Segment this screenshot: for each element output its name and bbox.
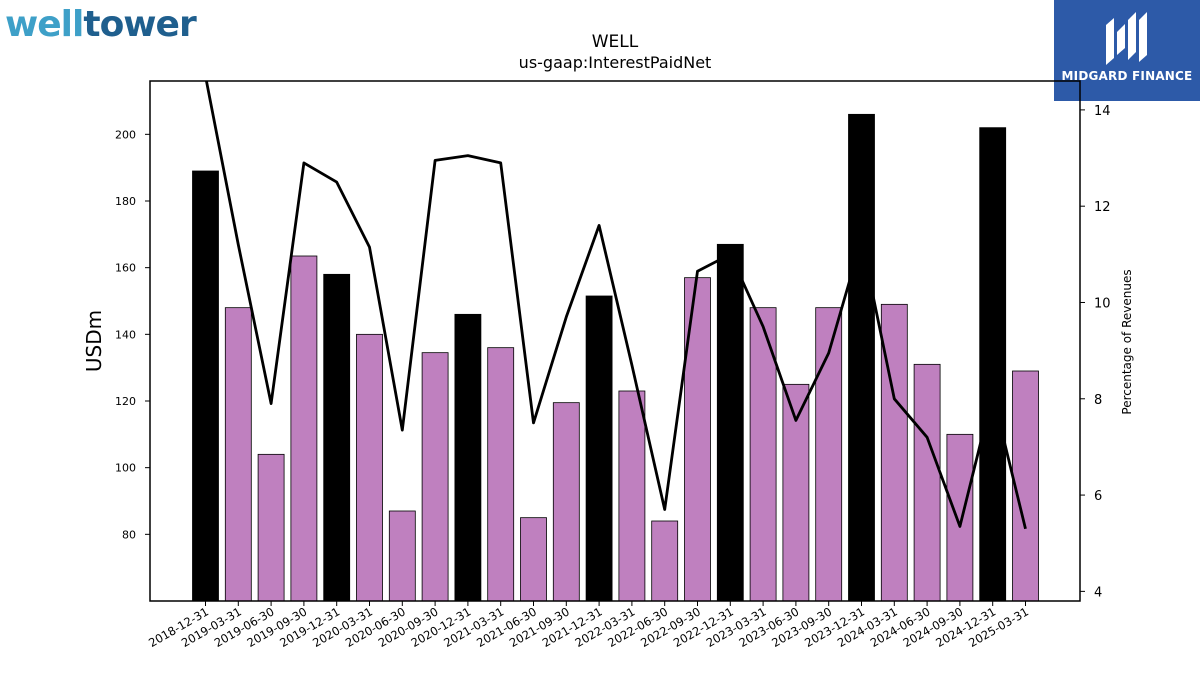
y-axis-label: USDm (82, 310, 106, 372)
bar (979, 127, 1007, 602)
bar (487, 347, 515, 602)
bar (224, 307, 252, 602)
bar (913, 363, 941, 602)
y2-tick-label: 4 (1094, 585, 1102, 600)
welltower-logo: welltower (5, 4, 197, 45)
y-tick-label: 120 (115, 395, 136, 408)
y2-tick-label: 8 (1094, 393, 1102, 408)
midgard-mark-icon (1106, 12, 1147, 65)
bar (454, 313, 482, 602)
bar (290, 255, 318, 602)
bar (421, 352, 449, 602)
y-tick-label: 100 (115, 462, 136, 475)
y-tick-label: 180 (115, 195, 136, 208)
bar (552, 402, 580, 602)
bar (946, 433, 974, 602)
bar (848, 113, 875, 602)
midgard-finance-text: MIDGARD FINANCE (1061, 69, 1193, 83)
midgard-finance-logo: MIDGARD FINANCE (1054, 0, 1200, 101)
bar (585, 295, 613, 602)
bar (618, 390, 646, 602)
y-tick-label: 80 (122, 528, 136, 541)
bar (716, 243, 744, 602)
bar (257, 453, 285, 602)
chart-title: WELL (591, 32, 639, 52)
chart-subtitle: us-gaap:InterestPaidNet (518, 53, 712, 72)
y-tick-label: 200 (115, 128, 136, 141)
plot-frame (149, 80, 1081, 602)
y2-tick-label: 14 (1094, 104, 1111, 119)
bar (356, 333, 383, 602)
y2-axis-label: Percentage of Revenues (1120, 269, 1134, 414)
bar (388, 510, 416, 602)
y2-tick-label: 6 (1094, 489, 1102, 504)
bar (749, 307, 777, 602)
y2-tick-label: 10 (1094, 296, 1111, 311)
bar (651, 520, 679, 602)
y-tick-label: 160 (115, 262, 136, 275)
bar (323, 273, 351, 602)
bar (1012, 370, 1039, 602)
bar (520, 517, 547, 602)
bar (192, 170, 219, 602)
y-tick-label: 140 (115, 328, 136, 341)
bar (684, 277, 711, 602)
y2-tick-label: 12 (1094, 200, 1111, 215)
percentage-line (205, 81, 1027, 530)
